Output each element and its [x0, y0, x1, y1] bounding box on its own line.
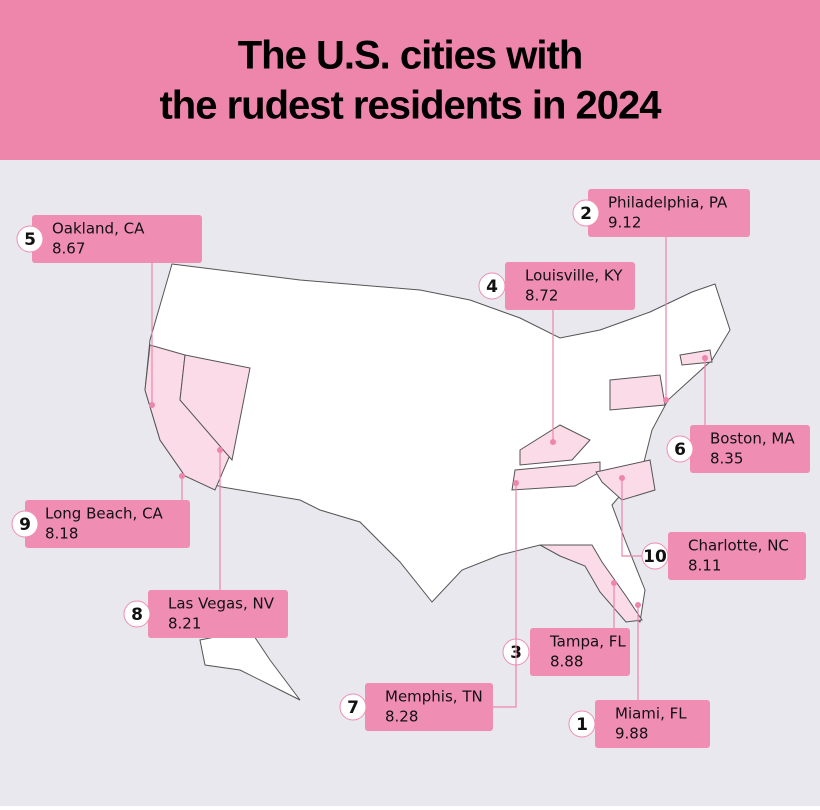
label-box [148, 590, 288, 638]
rank: 1 [576, 715, 588, 735]
rank: 4 [486, 277, 498, 297]
pin [619, 475, 625, 481]
rank: 6 [674, 440, 686, 460]
pin [149, 402, 155, 408]
title-band [0, 0, 820, 160]
score: 8.35 [710, 450, 743, 468]
city-name: Charlotte, NC [688, 537, 789, 555]
title-line: the rudest residents in 2024 [159, 84, 662, 128]
label-box [505, 262, 635, 310]
us-map [144, 263, 731, 701]
label-box [365, 683, 493, 731]
city-name: Oakland, CA [52, 220, 145, 238]
label-box [530, 628, 630, 676]
rank-badge [478, 272, 506, 300]
rank-badge [123, 600, 151, 628]
rank: 5 [24, 230, 36, 250]
pin [550, 439, 556, 445]
rank: 7 [347, 698, 359, 718]
pin [702, 355, 708, 361]
pennsylvania [609, 374, 666, 411]
rank-badge [666, 435, 694, 463]
label-box [690, 425, 810, 473]
score: 8.11 [688, 557, 721, 575]
score: 8.67 [52, 240, 85, 258]
score: 8.21 [168, 615, 201, 633]
rank: 10 [643, 547, 667, 567]
label-box [25, 500, 190, 548]
label-box [32, 215, 202, 263]
rank: 9 [19, 515, 31, 535]
city-name: Louisville, KY [525, 267, 623, 285]
label-box [668, 532, 806, 580]
rank: 2 [580, 204, 592, 224]
score: 8.72 [525, 287, 558, 305]
rank-badge [339, 693, 367, 721]
score: 8.18 [45, 525, 78, 543]
rank-badge [16, 225, 44, 253]
score: 9.12 [608, 214, 641, 232]
score: 8.28 [385, 708, 418, 726]
massachusetts [679, 349, 713, 366]
rank: 8 [131, 605, 143, 625]
pin [635, 602, 641, 608]
rank-badge [11, 510, 39, 538]
pin [663, 397, 669, 403]
score: 9.88 [615, 725, 648, 743]
rank-badge [568, 710, 596, 738]
city-name: Las Vegas, NV [168, 595, 275, 613]
label-box [595, 700, 710, 748]
rank-badge [641, 542, 669, 570]
city-name: Tampa, FL [549, 633, 626, 651]
city-name: Philadelphia, PA [608, 194, 728, 212]
north-carolina [595, 459, 656, 501]
city-name: Boston, MA [710, 430, 795, 448]
florida [539, 544, 643, 623]
tennessee [511, 461, 601, 491]
city-name: Long Beach, CA [45, 505, 164, 523]
label-box [588, 189, 750, 237]
us-outline [144, 263, 731, 623]
pin [513, 480, 519, 486]
pin [217, 447, 223, 453]
nevada [179, 354, 251, 462]
score: 8.88 [550, 653, 583, 671]
pin [611, 580, 617, 586]
rank-badge [572, 199, 600, 227]
city-name: Memphis, TN [385, 688, 483, 706]
city-name: Miami, FL [615, 705, 687, 723]
pin [179, 473, 185, 479]
title-line: The U.S. cities with [238, 34, 583, 78]
leader-line [493, 483, 517, 708]
